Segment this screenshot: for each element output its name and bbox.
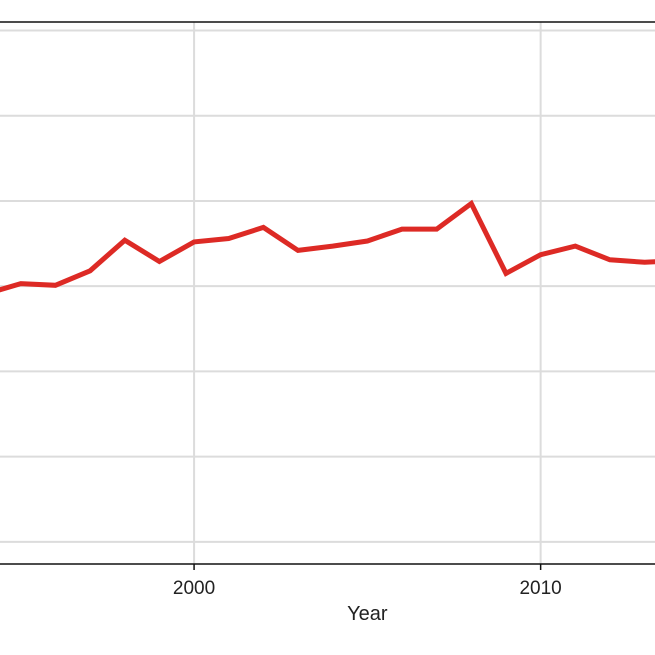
y-gridlines — [0, 29, 655, 543]
series-layer — [0, 199, 655, 293]
x-axis-title: Year — [347, 603, 388, 625]
x-tick-label: 2010 — [519, 578, 561, 599]
series-line — [0, 199, 655, 293]
x-gridlines — [193, 22, 542, 564]
x-tick-label: 2000 — [173, 578, 215, 599]
x-axis-ticks: 2000 2010 — [173, 564, 562, 599]
plot-frame — [0, 21, 655, 565]
